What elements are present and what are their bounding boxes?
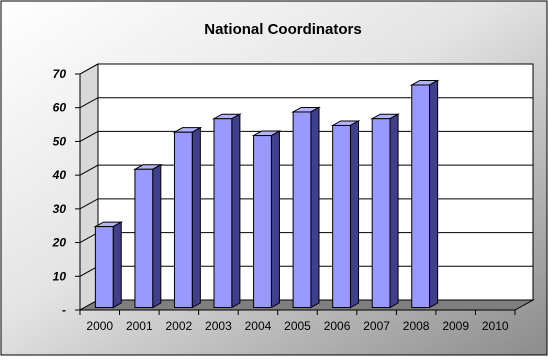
x-tick-label: 2009 <box>442 319 469 333</box>
y-tick-label: - <box>62 303 66 317</box>
x-tick-label: 2001 <box>126 319 153 333</box>
bar-side-face <box>270 130 280 309</box>
y-tick-label: 10 <box>53 269 67 283</box>
bar-side-face <box>310 106 320 309</box>
y-tick-label: 30 <box>53 202 67 216</box>
bar-side-face <box>389 113 399 309</box>
bar <box>332 124 351 308</box>
bar <box>213 118 233 308</box>
gridline <box>79 63 533 75</box>
x-tick-label: 2007 <box>363 319 390 333</box>
x-tick-label: 2004 <box>245 319 272 333</box>
y-tick-label: 50 <box>53 134 67 148</box>
bar <box>134 168 154 308</box>
bar-side-face <box>349 120 360 309</box>
x-tick-label: 2005 <box>284 319 311 333</box>
bar-side-face <box>429 79 439 309</box>
bar-side-face <box>191 126 201 309</box>
bar <box>411 84 431 308</box>
bar <box>253 135 272 308</box>
y-tick-label: 40 <box>52 168 67 182</box>
bar <box>292 111 312 309</box>
bar-side-face <box>152 163 162 309</box>
bar-side-face <box>112 221 122 309</box>
bar <box>173 131 193 308</box>
x-tick-label: 2008 <box>403 319 430 333</box>
y-tick-label: 20 <box>52 236 67 250</box>
bar <box>371 118 391 308</box>
y-tick-label: 70 <box>53 67 67 81</box>
x-tick-label: 2010 <box>482 319 509 333</box>
bar <box>94 226 114 308</box>
x-tick-label: 2003 <box>205 319 232 333</box>
gridline <box>79 97 533 109</box>
chart-title: National Coordinators <box>204 21 362 38</box>
x-tick-label: 2002 <box>166 319 193 333</box>
x-tick-label: 2006 <box>324 319 351 333</box>
plot-area: - 10 20 30 40 50 60 70 2000 2001 2002 2003 2004 2005 2… <box>52 63 535 333</box>
x-tick-label: 2000 <box>86 319 113 333</box>
y-tick-label: 60 <box>53 101 67 115</box>
bar-side-face <box>231 113 241 309</box>
